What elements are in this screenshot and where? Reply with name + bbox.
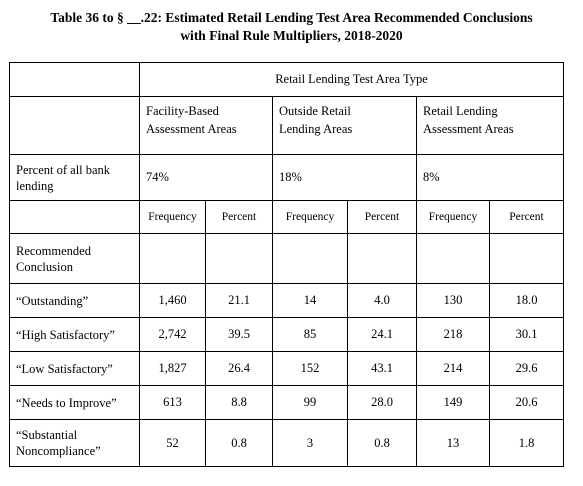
empty-cell [205,233,273,284]
percent-cell: 28.0 [347,385,417,420]
recommended-conclusion-row: Recommended Conclusion [9,233,564,284]
label-line2: lending [16,178,54,193]
row-label: “Outstanding” [9,283,140,318]
percent-cell: 29.6 [489,351,564,386]
frequency-cell: 2,742 [139,317,206,352]
group-line2: Assessment Areas [423,122,514,136]
table-title-line1: Table 36 to § __.22: Estimated Retail Le… [50,10,533,25]
subheader-percent: Percent [489,200,564,234]
frequency-cell: 613 [139,385,206,420]
subheader-frequency: Frequency [272,200,348,234]
percent-cell: 30.1 [489,317,564,352]
empty-cell [416,233,490,284]
conclusions-table: Retail Lending Test Area Type Facility-B… [9,62,564,467]
group-outside-retail: Outside Retail Lending Areas [272,96,417,155]
group-row: Facility-Based Assessment Areas Outside … [9,96,564,155]
empty-cell [9,96,140,155]
label-line2: Conclusion [16,259,73,274]
subheader-frequency: Frequency [416,200,490,234]
table-row-high-satisfactory: “High Satisfactory” 2,742 39.5 85 24.1 218 30.… [9,317,564,352]
header-row: Retail Lending Test Area Type [9,62,564,97]
subheader-row: Frequency Percent Frequency Percent Freq… [9,200,564,234]
subheader-percent: Percent [205,200,273,234]
empty-cell [489,233,564,284]
percent-facility-based: 74% [139,154,273,201]
row-label: “Low Satisfactory” [9,351,140,386]
frequency-cell: 52 [139,419,206,467]
frequency-cell: 218 [416,317,490,352]
label-line1: “Needs to Improve” [16,395,117,410]
recommended-conclusion-label: Recommended Conclusion [9,233,140,284]
frequency-cell: 1,827 [139,351,206,386]
group-retail-lending: Retail Lending Assessment Areas [416,96,564,155]
subheader-frequency: Frequency [139,200,206,234]
group-line1: Facility-Based [146,104,219,118]
percent-cell: 8.8 [205,385,273,420]
frequency-cell: 3 [272,419,348,467]
table-row-outstanding: “Outstanding” 1,460 21.1 14 4.0 130 18.0 [9,283,564,318]
row-label: “Substantial Noncompliance” [9,419,140,467]
label-line1: Percent of all bank [16,162,111,177]
label-line1: “High Satisfactory” [16,327,115,342]
table-row-substantial-noncompliance: “Substantial Noncompliance” 52 0.8 3 0.8 13 1.8 [9,419,564,467]
label-line2: Noncompliance” [16,444,101,458]
percent-cell: 1.8 [489,419,564,467]
area-type-header: Retail Lending Test Area Type [139,62,564,97]
table-row-needs-to-improve: “Needs to Improve” 613 8.8 99 28.0 149 20.6 [9,385,564,420]
frequency-cell: 14 [272,283,348,318]
percent-cell: 24.1 [347,317,417,352]
percent-cell: 0.8 [347,419,417,467]
percent-row-label: Percent of all bank lending [9,154,140,201]
frequency-cell: 85 [272,317,348,352]
label-line1: “Low Satisfactory” [16,361,113,376]
group-line1: Retail Lending [423,104,498,118]
percent-cell: 39.5 [205,317,273,352]
label-line1: “Outstanding” [16,293,89,308]
empty-cell [9,200,140,234]
table-row-low-satisfactory: “Low Satisfactory” 1,827 26.4 152 43.1 214 29.… [9,351,564,386]
empty-cell [347,233,417,284]
frequency-cell: 13 [416,419,490,467]
percent-cell: 4.0 [347,283,417,318]
row-label: “High Satisfactory” [9,317,140,352]
frequency-cell: 130 [416,283,490,318]
table-title: Table 36 to § __.22: Estimated Retail Le… [0,0,583,45]
subheader-percent: Percent [347,200,417,234]
frequency-cell: 149 [416,385,490,420]
group-line1: Outside Retail [279,104,351,118]
percent-cell: 21.1 [205,283,273,318]
percent-cell: 0.8 [205,419,273,467]
frequency-cell: 152 [272,351,348,386]
label-line1: “Substantial [16,428,78,442]
data-rows: “Outstanding” 1,460 21.1 14 4.0 130 18.0 “High … [9,283,564,467]
percent-cell: 20.6 [489,385,564,420]
empty-cell [272,233,348,284]
percent-cell: 18.0 [489,283,564,318]
percent-outside-retail: 18% [272,154,417,201]
percent-retail-lending: 8% [416,154,564,201]
corner-cell [9,62,140,97]
frequency-cell: 214 [416,351,490,386]
row-label: “Needs to Improve” [9,385,140,420]
percent-cell: 26.4 [205,351,273,386]
empty-cell [139,233,206,284]
group-facility-based: Facility-Based Assessment Areas [139,96,273,155]
percent-row: Percent of all bank lending 74% 18% 8% [9,154,564,201]
frequency-cell: 1,460 [139,283,206,318]
frequency-cell: 99 [272,385,348,420]
table-title-line2: with Final Rule Multipliers, 2018-2020 [180,28,403,43]
group-line2: Lending Areas [279,122,353,136]
group-line2: Assessment Areas [146,122,237,136]
percent-cell: 43.1 [347,351,417,386]
label-line1: Recommended [16,243,91,258]
